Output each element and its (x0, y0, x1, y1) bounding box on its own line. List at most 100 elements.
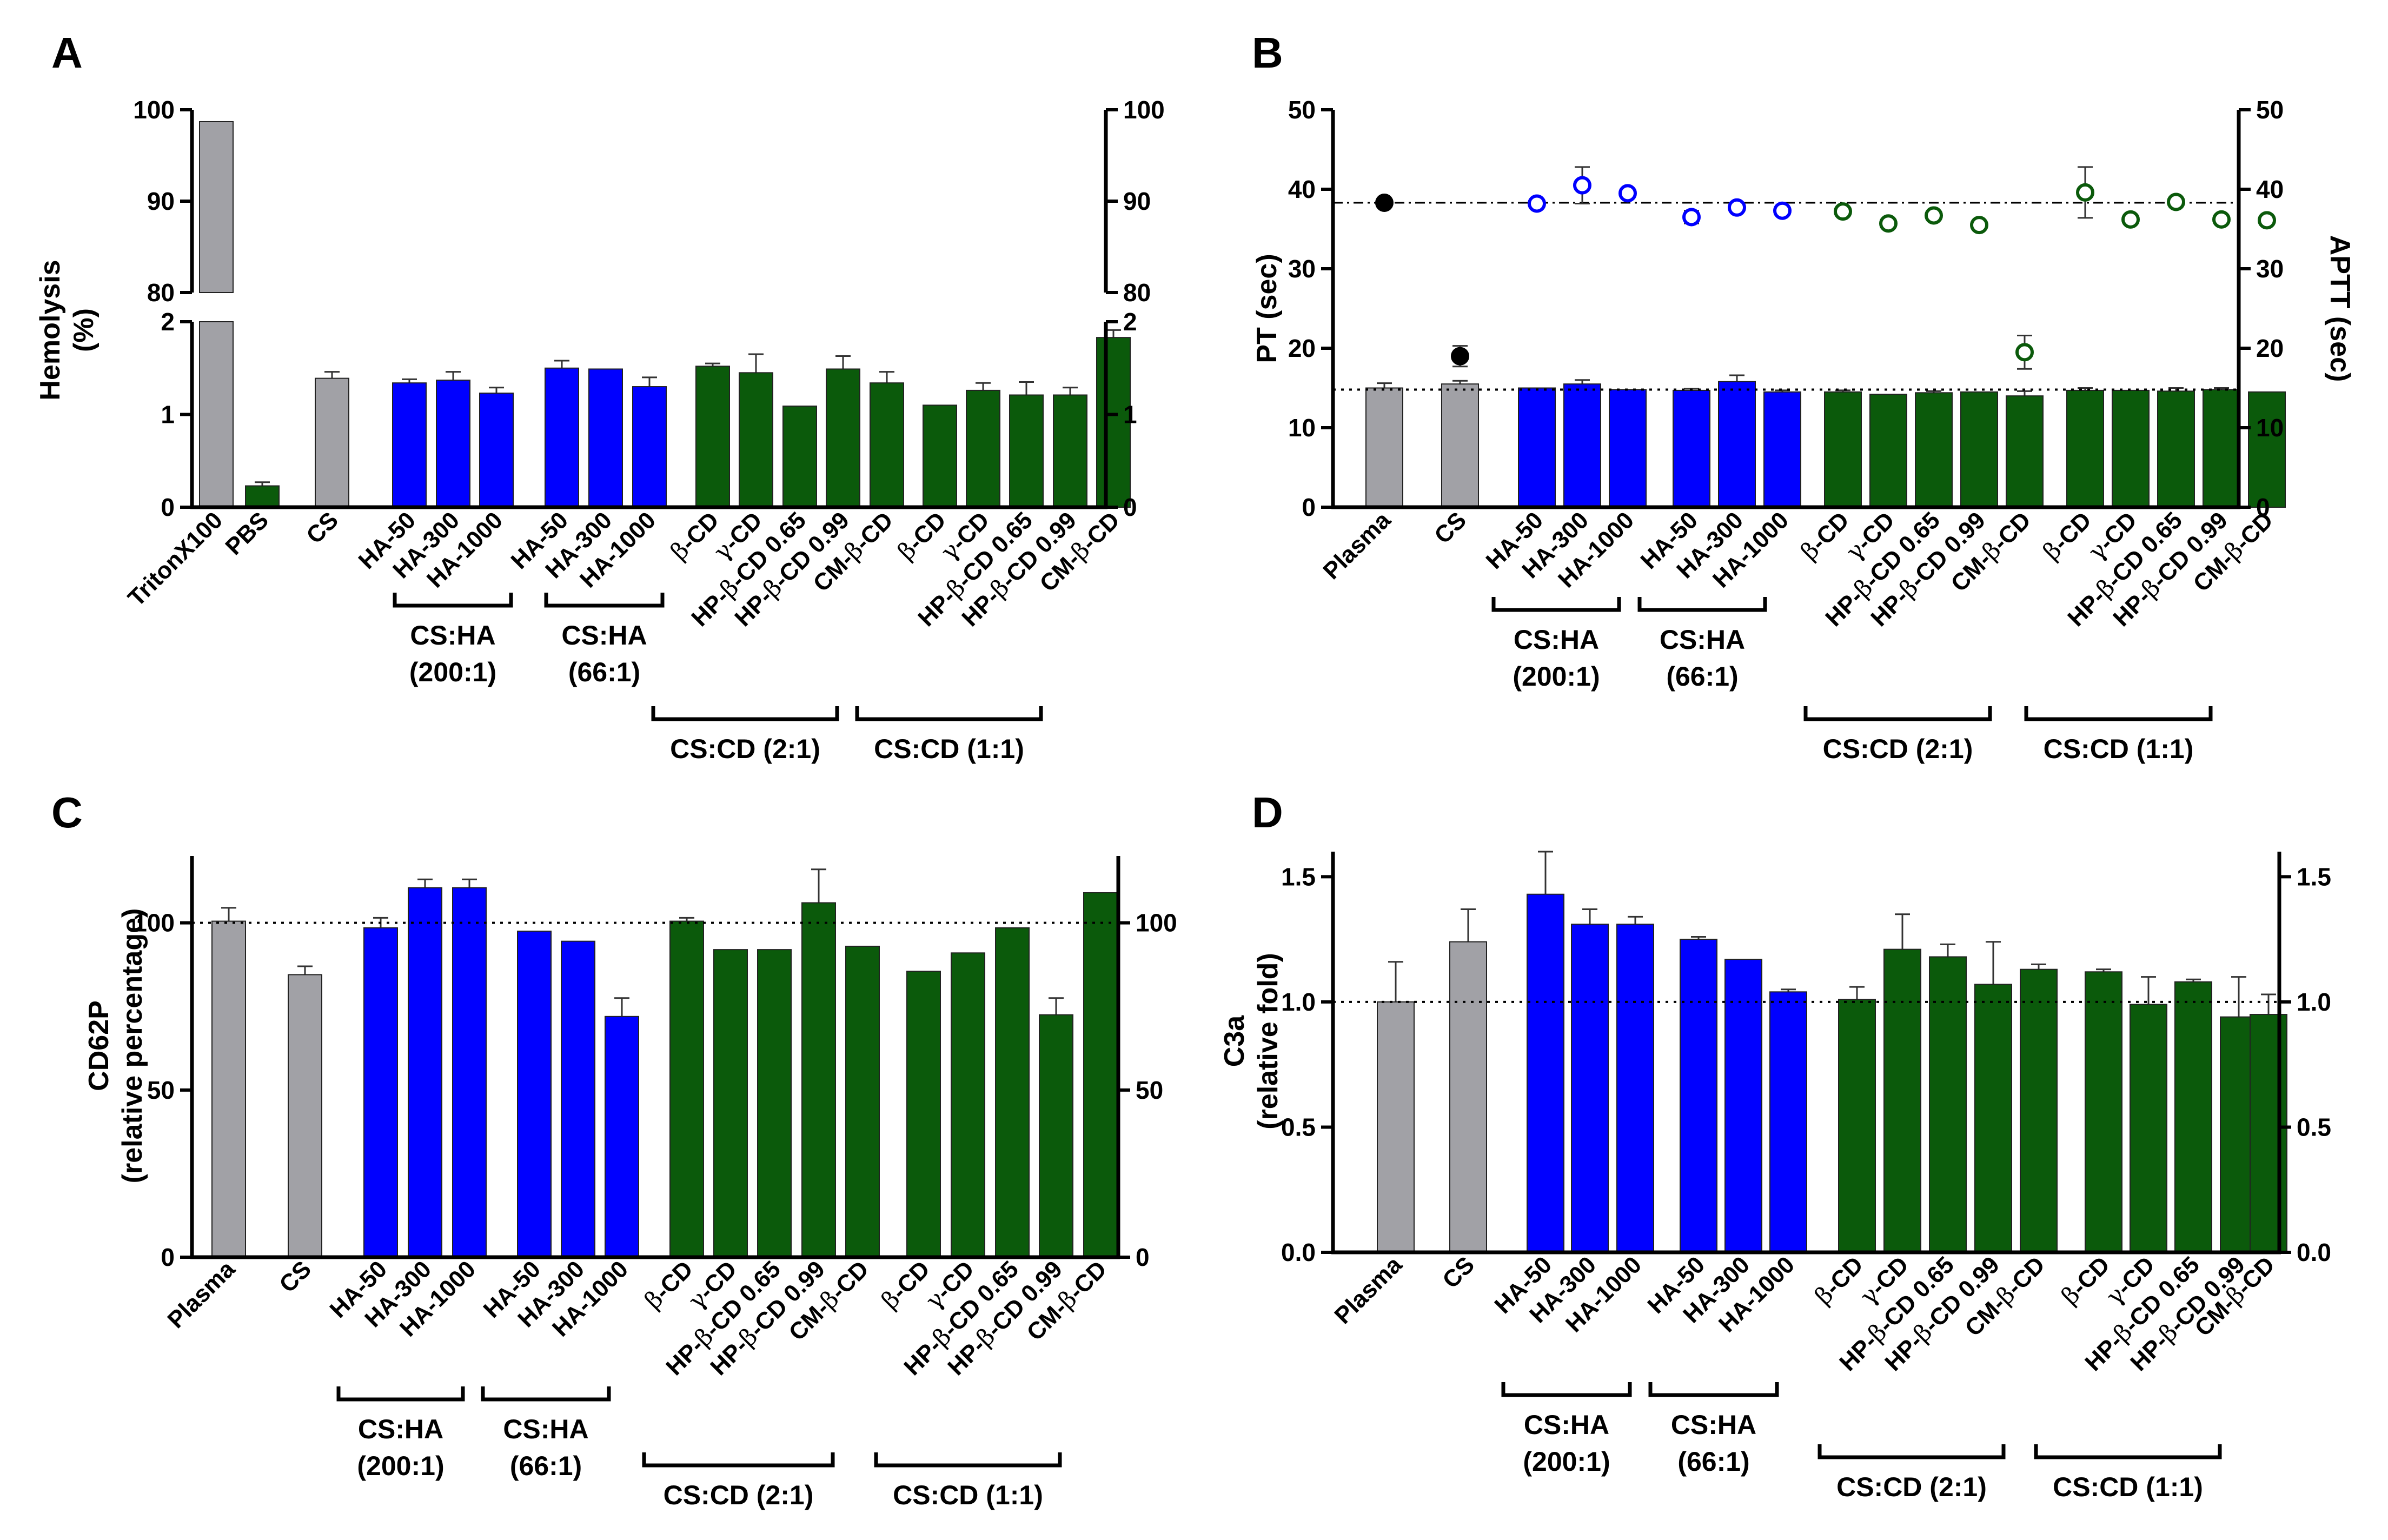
bar-rect (1365, 387, 1403, 508)
y-axis-title: PT (sec) (1251, 254, 1283, 363)
aptt-point-10 (1925, 206, 1943, 225)
bar-b-2 (1518, 387, 1556, 508)
aptt-point-11 (1970, 216, 1988, 235)
bar-rect (2006, 395, 2044, 508)
bar-rect (1053, 394, 1087, 508)
bar-rect (1929, 956, 1967, 1253)
group-title: CS:HA (503, 1414, 588, 1444)
group-title: CS:CD (1:1) (2044, 734, 2194, 764)
group-title: CS:HA (1514, 625, 1599, 655)
bar-a-14 (923, 404, 957, 508)
group-bracket-b-1: CS:HA (66:1) (1637, 597, 1767, 692)
bar-c-10 (757, 949, 792, 1258)
bar-c-8 (669, 917, 704, 1258)
bar-rect (2250, 1014, 2287, 1253)
bar-c-5 (517, 931, 552, 1258)
bar-rect (870, 382, 904, 508)
bar-rect (669, 920, 704, 1258)
aptt-point-8 (1834, 202, 1852, 221)
bar-c-13 (906, 971, 941, 1258)
bar-rect (1449, 941, 1487, 1253)
y-tick-label: 50 (1136, 1076, 1163, 1104)
bar-d-9 (1883, 913, 1921, 1253)
bar-rect (923, 404, 957, 508)
bar-rect (951, 952, 985, 1258)
group-subtitle: (66:1) (1677, 1446, 1749, 1477)
bar-rect (2203, 389, 2240, 508)
bar-rect (288, 974, 322, 1258)
bar-d-3 (1571, 908, 1609, 1253)
bar-rect (1441, 383, 1479, 508)
group-title: CS:HA (410, 620, 495, 650)
bar-d-13 (2085, 968, 2122, 1253)
y-tick-label: 50 (1288, 96, 1316, 124)
bar-b-5 (1673, 388, 1710, 508)
bar-c-14 (951, 952, 985, 1258)
aptt-marker (1682, 208, 1701, 227)
group-title: CS:CD (2:1) (1823, 734, 1973, 764)
aptt-marker (1728, 198, 1746, 217)
bar-rect (1518, 387, 1556, 508)
bar-rect (2066, 389, 2104, 508)
bar-b-13 (2066, 387, 2104, 508)
bar-rect (826, 368, 860, 508)
bar-rect (211, 920, 246, 1258)
y-tick-label: 0 (1123, 493, 1137, 521)
y-axis-left: 0.0 0.5 1.0 1.5 (1281, 852, 1335, 1266)
y-tick-label: 10 (1288, 414, 1316, 442)
group-bracket-a-0: CS:HA (200:1) (393, 593, 513, 687)
category-label: β-CD (665, 507, 724, 566)
bar-c-9 (713, 949, 748, 1258)
bar-rect (801, 902, 836, 1258)
bar-rect (588, 368, 623, 508)
aptt-point-6 (1728, 198, 1746, 217)
y-axis-title: CD62P(relative percentage) (83, 908, 148, 1184)
group-title: CS:CD (2:1) (1836, 1472, 1987, 1502)
category-label: Plasma (1329, 1251, 1407, 1329)
category-label: β-CD (892, 507, 951, 566)
y-tick-label: 40 (2256, 175, 2284, 203)
panel-label: B (1252, 29, 1283, 77)
group-bracket-c-1: CS:HA (66:1) (481, 1386, 611, 1481)
bar-rect (2020, 968, 2058, 1253)
aptt-marker (1451, 347, 1469, 366)
bar-rect (561, 940, 595, 1258)
y-tick-label: 20 (1288, 334, 1316, 362)
aptt-point-13 (2076, 166, 2094, 219)
bar-b-10 (1915, 390, 1953, 508)
y-axis-right: 0.0 0.5 1.0 1.5 (2277, 852, 2331, 1266)
bar-rect (1680, 939, 1717, 1253)
bar-rect (479, 393, 514, 508)
bar-rect (1824, 391, 1862, 508)
bar-c-0 (211, 907, 246, 1258)
bar-a-11 (782, 406, 817, 508)
bar-c-11 (801, 868, 836, 1258)
bar-d-12 (2020, 963, 2058, 1253)
group-bracket-d-1: CS:HA (66:1) (1648, 1382, 1779, 1477)
panel-label: A (51, 29, 83, 77)
bar-a-7 (588, 368, 623, 508)
aptt-marker (1773, 201, 1792, 220)
bar-rect (2112, 389, 2150, 508)
y-tick-label: 50 (2256, 96, 2284, 124)
bar-rect (1718, 381, 1756, 508)
y-tick-label: 1.5 (1281, 862, 1316, 891)
bar-a-2 (315, 371, 349, 508)
bar-d-2 (1527, 851, 1564, 1253)
bar-d-5 (1680, 935, 1717, 1253)
bar-b-7 (1763, 389, 1801, 508)
aptt-marker (1528, 194, 1546, 213)
category-label: β-CD (1795, 507, 1854, 566)
aptt-point-3 (1573, 166, 1591, 204)
category-label: Plasma (1318, 507, 1396, 585)
aptt-point-16 (2212, 210, 2231, 229)
y-axis-left: 0 50 100 (133, 856, 194, 1271)
bar-d-11 (1974, 941, 2012, 1253)
bar-rect (2085, 971, 2122, 1253)
panel-label: D (1252, 788, 1283, 837)
bar-b-6 (1718, 374, 1756, 508)
bar-d-0 (1377, 961, 1415, 1253)
aptt-marker (2121, 210, 2140, 229)
bar-rect (1869, 394, 1907, 508)
bar-a-5 (479, 387, 514, 508)
